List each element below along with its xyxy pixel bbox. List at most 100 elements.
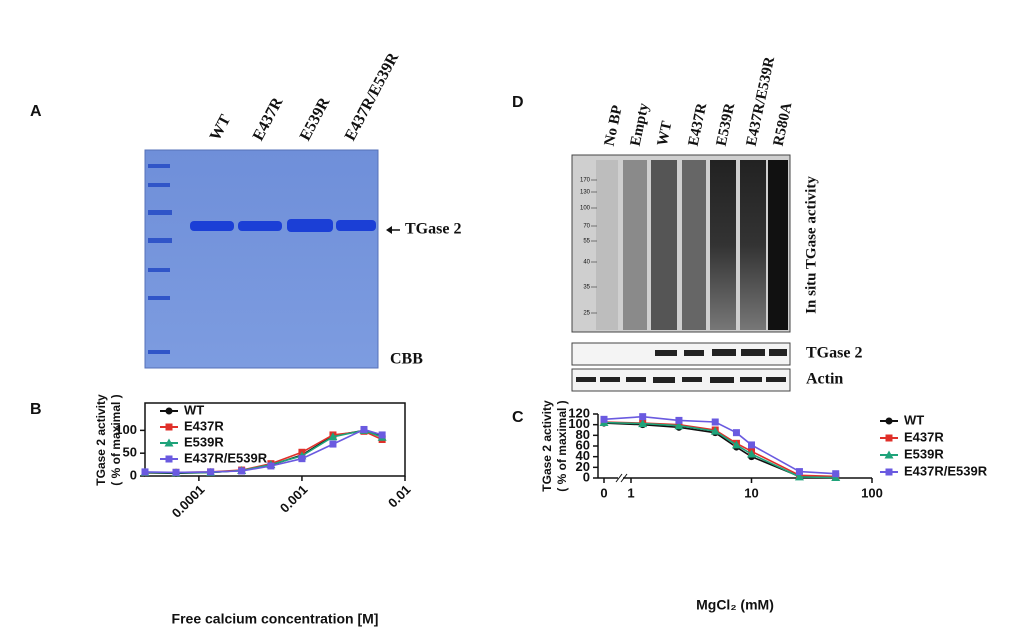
y-tick-label: 0: [583, 469, 590, 484]
data-point: [731, 440, 741, 449]
plot-frame: [144, 402, 406, 477]
y-tick-label: 100: [568, 416, 590, 431]
legend-marker: [885, 468, 893, 476]
legend-label: E437R/E539R: [184, 450, 268, 465]
x-tick-label: 0.0001: [169, 482, 208, 521]
y-axis-title: TGase 2 activity: [94, 394, 108, 486]
lane-label: E437R: [686, 102, 711, 148]
arrow-head: [386, 226, 392, 234]
y-tick-label: 100: [115, 422, 137, 437]
ladder: [148, 164, 172, 354]
legend-marker: [165, 407, 173, 415]
blot-label: TGase 2: [806, 345, 862, 362]
blot-lanes: [596, 160, 788, 330]
panel-label: A: [30, 103, 42, 120]
blot-strip: [571, 342, 791, 366]
data-point: [748, 441, 755, 449]
data-point: [711, 418, 719, 426]
data-point: [298, 455, 306, 463]
legend-marker: [885, 434, 893, 442]
x-tick-label: 100: [861, 485, 883, 500]
gel-bands: [190, 219, 376, 232]
data-point: [328, 432, 338, 441]
data-point: [172, 468, 180, 476]
mw-marker: 100: [580, 206, 591, 212]
legend-label: E437R/E539R: [904, 463, 988, 478]
data-point: [832, 470, 840, 478]
series-line: [603, 421, 836, 479]
panel-label: C: [512, 409, 524, 426]
x-axis-title: Free calcium concentration [M]: [172, 611, 379, 627]
legend-marker: [885, 417, 893, 425]
lane-label: No BP: [602, 104, 626, 148]
legend-marker: [884, 450, 894, 459]
data-point: [639, 413, 647, 421]
x-tick-label: 0.01: [385, 482, 414, 511]
y-tick-label: 60: [576, 437, 590, 452]
data-point: [238, 467, 246, 475]
legend-marker: [165, 455, 173, 463]
legend-label: WT: [904, 412, 924, 427]
y-tick-label: 50: [123, 445, 137, 460]
lane-label: R580A: [771, 101, 796, 148]
data-point: [747, 449, 756, 458]
data-point: [207, 468, 215, 476]
lane-label: E539R: [714, 102, 739, 148]
data-point: [732, 429, 740, 437]
legend-label: E437R: [184, 418, 224, 433]
y-axis-title: ( % of maximal ): [109, 394, 123, 485]
y-tick-label: 40: [576, 448, 590, 463]
data-point: [329, 440, 337, 448]
y-axis-title: ( % of maximal ): [555, 400, 569, 491]
actin-bands: [576, 377, 786, 383]
lane-label: WT: [655, 120, 676, 148]
mw-marker: 170: [580, 178, 591, 184]
legend-label: WT: [184, 402, 204, 417]
band-label: TGase 2: [405, 221, 461, 238]
data-point: [600, 415, 608, 423]
mw-marker: 130: [580, 190, 591, 196]
y-tick-label: 0: [130, 467, 137, 482]
lane-label: E539R: [297, 94, 334, 143]
data-point: [795, 468, 803, 476]
data-point: [674, 421, 684, 430]
data-point: [675, 416, 683, 424]
blot-label: Actin: [806, 371, 843, 388]
legend-marker: [164, 438, 174, 447]
mw-marker: 55: [583, 239, 590, 245]
mw-marker: 35: [583, 285, 590, 291]
blot-strip: [571, 368, 791, 392]
x-tick-label: 1: [627, 485, 634, 500]
legend-label: E539R: [904, 446, 944, 461]
lane-label: WT: [207, 112, 235, 144]
data-point: [267, 462, 275, 470]
blot-label: In situ TGase activity: [803, 176, 819, 314]
legend-label: E437R: [904, 429, 944, 444]
legend-marker: [165, 423, 173, 431]
series-line: [603, 415, 836, 475]
x-tick-label: 0.001: [277, 482, 311, 516]
panel-label: D: [512, 94, 524, 111]
y-tick-label: 120: [568, 405, 590, 420]
legend-label: E539R: [184, 434, 224, 449]
lane-label: E437R: [250, 94, 287, 143]
data-point: [378, 431, 386, 439]
mw-marker: 25: [583, 311, 590, 317]
panel-label: B: [30, 401, 42, 418]
gel-image: [144, 149, 379, 369]
x-axis-title: MgCl₂ (mM): [696, 597, 774, 613]
data-point: [710, 426, 720, 435]
axis-break: [615, 473, 623, 483]
tgase-bands: [655, 349, 787, 356]
lane-label: Empty: [628, 101, 653, 147]
x-tick-label: 10: [744, 485, 758, 500]
y-tick-label: 20: [576, 459, 590, 474]
data-point: [794, 472, 804, 481]
y-axis-title: TGase 2 activity: [540, 400, 554, 492]
data-point: [141, 468, 149, 476]
stain-label: CBB: [390, 351, 423, 368]
data-point: [360, 425, 368, 433]
data-point: [638, 419, 648, 428]
lane-label: E437R/E539R: [342, 50, 403, 144]
